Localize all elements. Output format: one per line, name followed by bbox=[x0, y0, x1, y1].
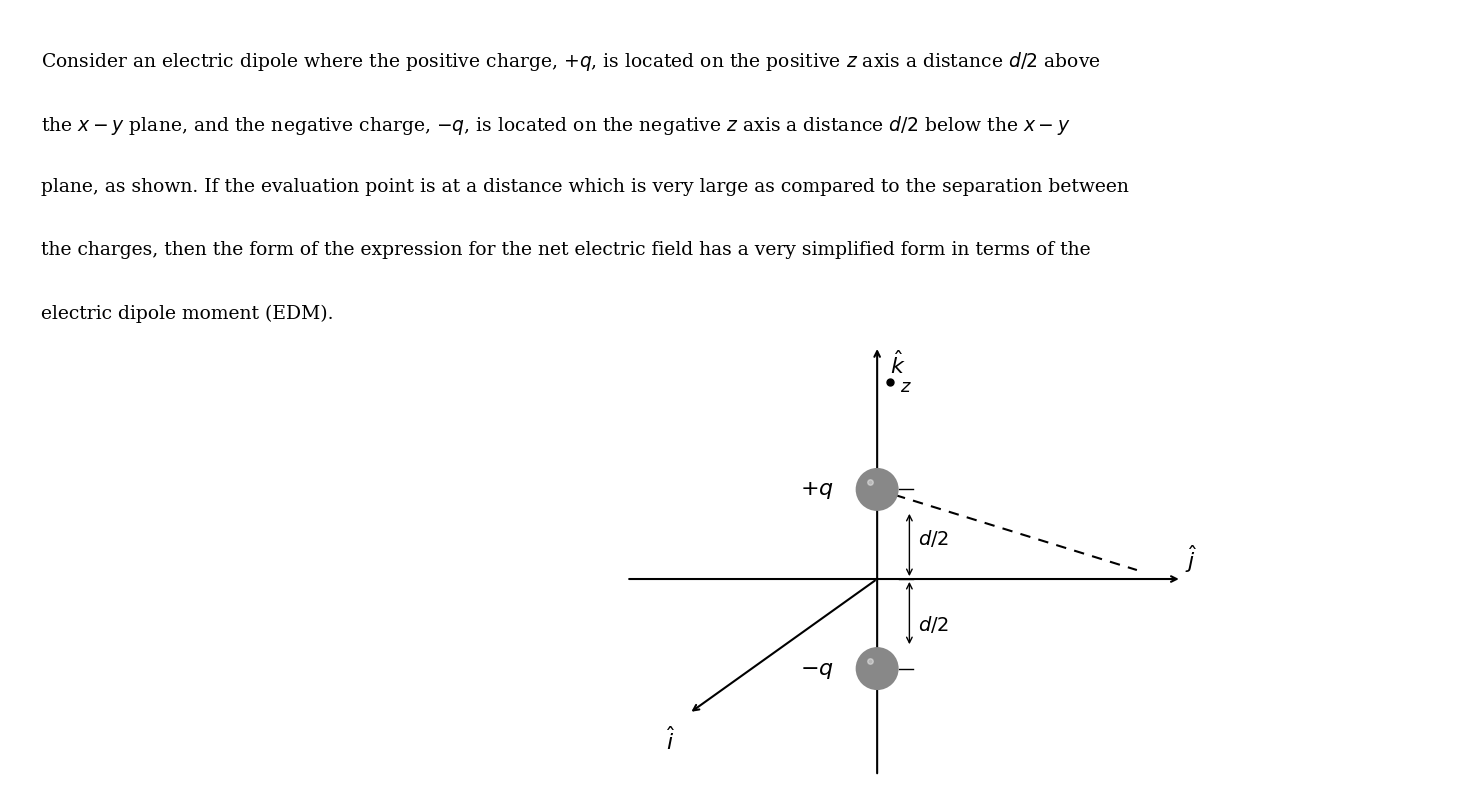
Text: $\hat{i}$: $\hat{i}$ bbox=[667, 726, 676, 754]
Circle shape bbox=[855, 468, 898, 512]
Text: $+q$: $+q$ bbox=[800, 479, 834, 500]
Text: the charges, then the form of the expression for the net electric field has a ve: the charges, then the form of the expres… bbox=[41, 241, 1091, 259]
Text: the $x-y$ plane, and the negative charge, $-q$, is located on the negative $z$ a: the $x-y$ plane, and the negative charge… bbox=[41, 114, 1070, 137]
Text: Consider an electric dipole where the positive charge, $+q$, is located on the p: Consider an electric dipole where the po… bbox=[41, 51, 1101, 73]
Text: $-q$: $-q$ bbox=[800, 658, 834, 680]
Text: $d/2$: $d/2$ bbox=[919, 614, 948, 634]
Text: plane, as shown. If the evaluation point is at a distance which is very large as: plane, as shown. If the evaluation point… bbox=[41, 177, 1129, 196]
Text: $d/2$: $d/2$ bbox=[919, 528, 948, 549]
Circle shape bbox=[855, 647, 898, 691]
Text: electric dipole moment (EDM).: electric dipole moment (EDM). bbox=[41, 305, 333, 322]
Text: $\hat{j}$: $\hat{j}$ bbox=[1186, 542, 1197, 574]
Text: $\hat{k}$: $\hat{k}$ bbox=[889, 350, 906, 378]
Text: $z$: $z$ bbox=[901, 377, 913, 395]
